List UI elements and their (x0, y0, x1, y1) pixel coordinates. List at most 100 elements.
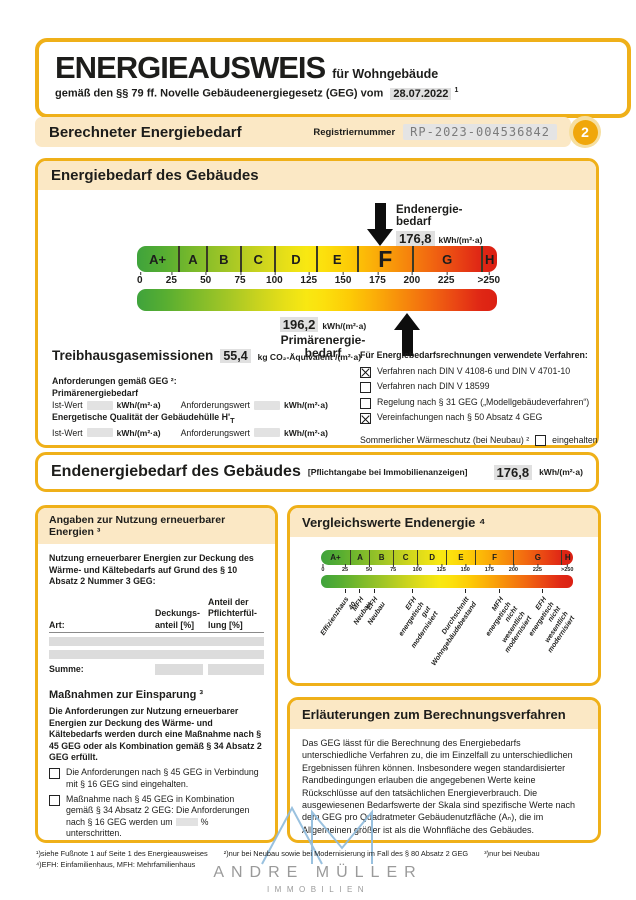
energy-class-C: C (393, 550, 417, 565)
renewables-panel: Angaben zur Nutzung erneuerbarer Energie… (35, 505, 278, 843)
requirement-label: Anforderungswert (180, 400, 250, 410)
tick-label: 25 (165, 272, 177, 286)
methods-heading: Für Energiebedarfsrechnungen verwendete … (360, 350, 588, 360)
energy-demand-box-title: Energiebedarf des Gebäudes (38, 161, 596, 190)
page-number-badge: 2 (569, 116, 601, 148)
energy-demand-box: Energiebedarf des Gebäudes (35, 158, 599, 448)
explanation-text: Das GEG lässt für die Berechnung des Ene… (302, 738, 575, 835)
page-number: 2 (572, 119, 598, 145)
reference-tick (345, 589, 347, 593)
tick-label: 75 (234, 272, 246, 286)
sum-value-field (155, 664, 203, 676)
energy-class-E: E (446, 550, 475, 565)
savings-check-label: Die Anforderungen nach § 45 GEG in Verbi… (66, 767, 259, 789)
legal-reference-text: gemäß den §§ 79 ff. Novelle Gebäudeenerg… (55, 87, 384, 100)
greenhouse-emissions-row: Treibhausgasemissionen 55,4 kg CO₂-Äquiv… (52, 348, 361, 363)
energy-class-C: C (240, 246, 274, 272)
tick-label: 150 (334, 272, 352, 286)
energy-class-A: A (178, 246, 205, 272)
energy-class-B: B (205, 246, 240, 272)
energy-class-F: F (474, 550, 513, 565)
energy-class-B: B (369, 550, 393, 565)
end-energy-value: 176,8 (493, 464, 533, 480)
reference-tick (373, 589, 375, 593)
col-obligation: Anteil der Pflichterfül- lung [%] (208, 596, 257, 630)
energy-class-D: D (417, 550, 446, 565)
tick-label: 175 (484, 564, 494, 573)
tick-label: 225 (532, 564, 542, 573)
emissions-unit: kg CO₂-Äquivalent /(m²·a) (257, 352, 362, 362)
requirement-label: Anforderungswert (180, 427, 250, 438)
method-item: Verfahren nach DIN V 4108-6 und DIN V 47… (360, 366, 598, 378)
checkbox-icon (360, 382, 371, 393)
title-box: ENERGIEAUSWEIS für Wohngebäude gemäß den… (35, 38, 631, 118)
method-item: Verfahren nach DIN V 18599 (360, 381, 598, 393)
tick-label: 0 (321, 564, 325, 573)
company-name: ANDRE MÜLLER (213, 864, 423, 881)
renewables-panel-title: Angaben zur Nutzung erneuerbarer Energie… (38, 508, 275, 544)
comparison-panel-title: Vergleichswerte Endenergie ⁴ (290, 508, 598, 537)
tick-label: 150 (460, 564, 470, 573)
method-label: Regelung nach § 31 GEG („Modellgebäudeve… (377, 396, 590, 407)
tick-label: 175 (369, 272, 386, 286)
tick-label: 25 (341, 564, 349, 573)
emissions-label: Treibhausgasemissionen (52, 348, 214, 363)
table-empty-row (49, 650, 264, 659)
tick-label: >250 (561, 564, 574, 573)
tick-label: 0 (136, 272, 143, 286)
col-art: Art: (49, 619, 65, 630)
summer-label: Sommerlicher Wärmeschutz (bei Neubau) ² (360, 435, 530, 445)
energy-class-H: H (480, 246, 497, 272)
savings-intro: Die Anforderungen zur Nutzung erneuerbar… (49, 706, 262, 762)
table-sum-row: Summe: (49, 664, 264, 676)
energy-class-A: A (349, 550, 369, 565)
document-title: ENERGIEAUSWEIS (55, 50, 326, 85)
footnotes: ¹)siehe Fußnote 1 auf Seite 1 des Energi… (36, 849, 602, 869)
endenergy-annotation: Endenergie- bedarf 176,8 kWh/(m²·a) (396, 204, 482, 246)
comparison-body: A+ A B C D E F G H 0 25 50 75 100 125 150 175 200 225 >250 E… (290, 537, 598, 683)
endenergy-unit: kWh/(m²·a) (438, 235, 483, 245)
method-label: Verfahren nach DIN V 18599 (377, 381, 490, 391)
comparison-panel: Vergleichswerte Endenergie ⁴ A+ A B C D E F G H 0… (287, 505, 601, 686)
section-title: Berechneter Energiebedarf (49, 123, 242, 141)
comparison-reference-labels: Effizienzhaus 40 MFH Neubau EFH Neubau EFH … (320, 588, 576, 683)
tick-label: 225 (437, 272, 455, 286)
footnote-2: ²)nur bei Neubau sowie bei Modernisierun… (223, 849, 469, 858)
renewables-table-header: Art: Deckungs- anteil [%] Anteil der Pfl… (49, 596, 264, 633)
sum-value-field (208, 664, 264, 676)
document-type-label: für Wohngebäude (332, 67, 439, 81)
scale-gradient-bar (321, 575, 573, 588)
primary-energy-arrow-up-icon (394, 313, 420, 356)
explanation-panel: Erläuterungen zum Berechnungsverfahren D… (287, 697, 601, 843)
energy-class-scale: A+ A B C D E F G H 0 25 50 75 100 125 150 175 200 225 >250 (136, 246, 501, 311)
am-monogram-logo: AM (250, 804, 386, 873)
ist-label: Ist-Wert (52, 400, 83, 410)
renewables-intro: Nutzung erneuerbarer Energien zur Deckun… (49, 553, 254, 586)
savings-heading: Maßnahmen zur Einsparung ³ (49, 688, 204, 701)
primary-energy-value: 196,2 (279, 317, 319, 332)
scale-class-band: A+ A B C D E F G H (137, 246, 497, 272)
primary-energy-label: Primärenergie- bedarf (280, 333, 366, 360)
requirement-value-field (254, 428, 280, 438)
requirements-row2-title: Energetische Qualität der Gebäudehülle H… (52, 412, 235, 425)
percent-field (169, 841, 191, 843)
energy-class-H: H (561, 550, 573, 565)
reference-tick (412, 589, 414, 593)
footnote-1: ¹)siehe Fußnote 1 auf Seite 1 des Energi… (36, 849, 208, 858)
energy-class-E: E (315, 246, 357, 272)
requirements-row1-title: Primärenergiebedarf (52, 388, 139, 398)
reference-tick (542, 589, 544, 593)
unit-label: kWh/(m²·a) (116, 427, 161, 438)
checkbox-icon (360, 366, 371, 378)
scale-gradient-bar (137, 289, 497, 311)
footnote-marker: 1 (454, 87, 459, 94)
registration-label: Registriernummer (313, 126, 396, 138)
tick-label: >250 (477, 272, 501, 286)
method-label: Verfahren nach DIN V 4108-6 und DIN V 47… (377, 365, 571, 376)
scale-class-band: A+ A B C D E F G H (321, 550, 573, 565)
end-energy-result-bar: Endenergiebedarf des Gebäudes [Pflichtan… (35, 452, 599, 492)
requirements-row2-values: Ist-Wert kWh/(m²·a) Anforderungswert kWh… (52, 427, 352, 439)
tick-label: 200 (403, 272, 421, 286)
unit-label: kWh/(m²·a) (116, 400, 161, 410)
checkbox-icon (360, 413, 371, 424)
